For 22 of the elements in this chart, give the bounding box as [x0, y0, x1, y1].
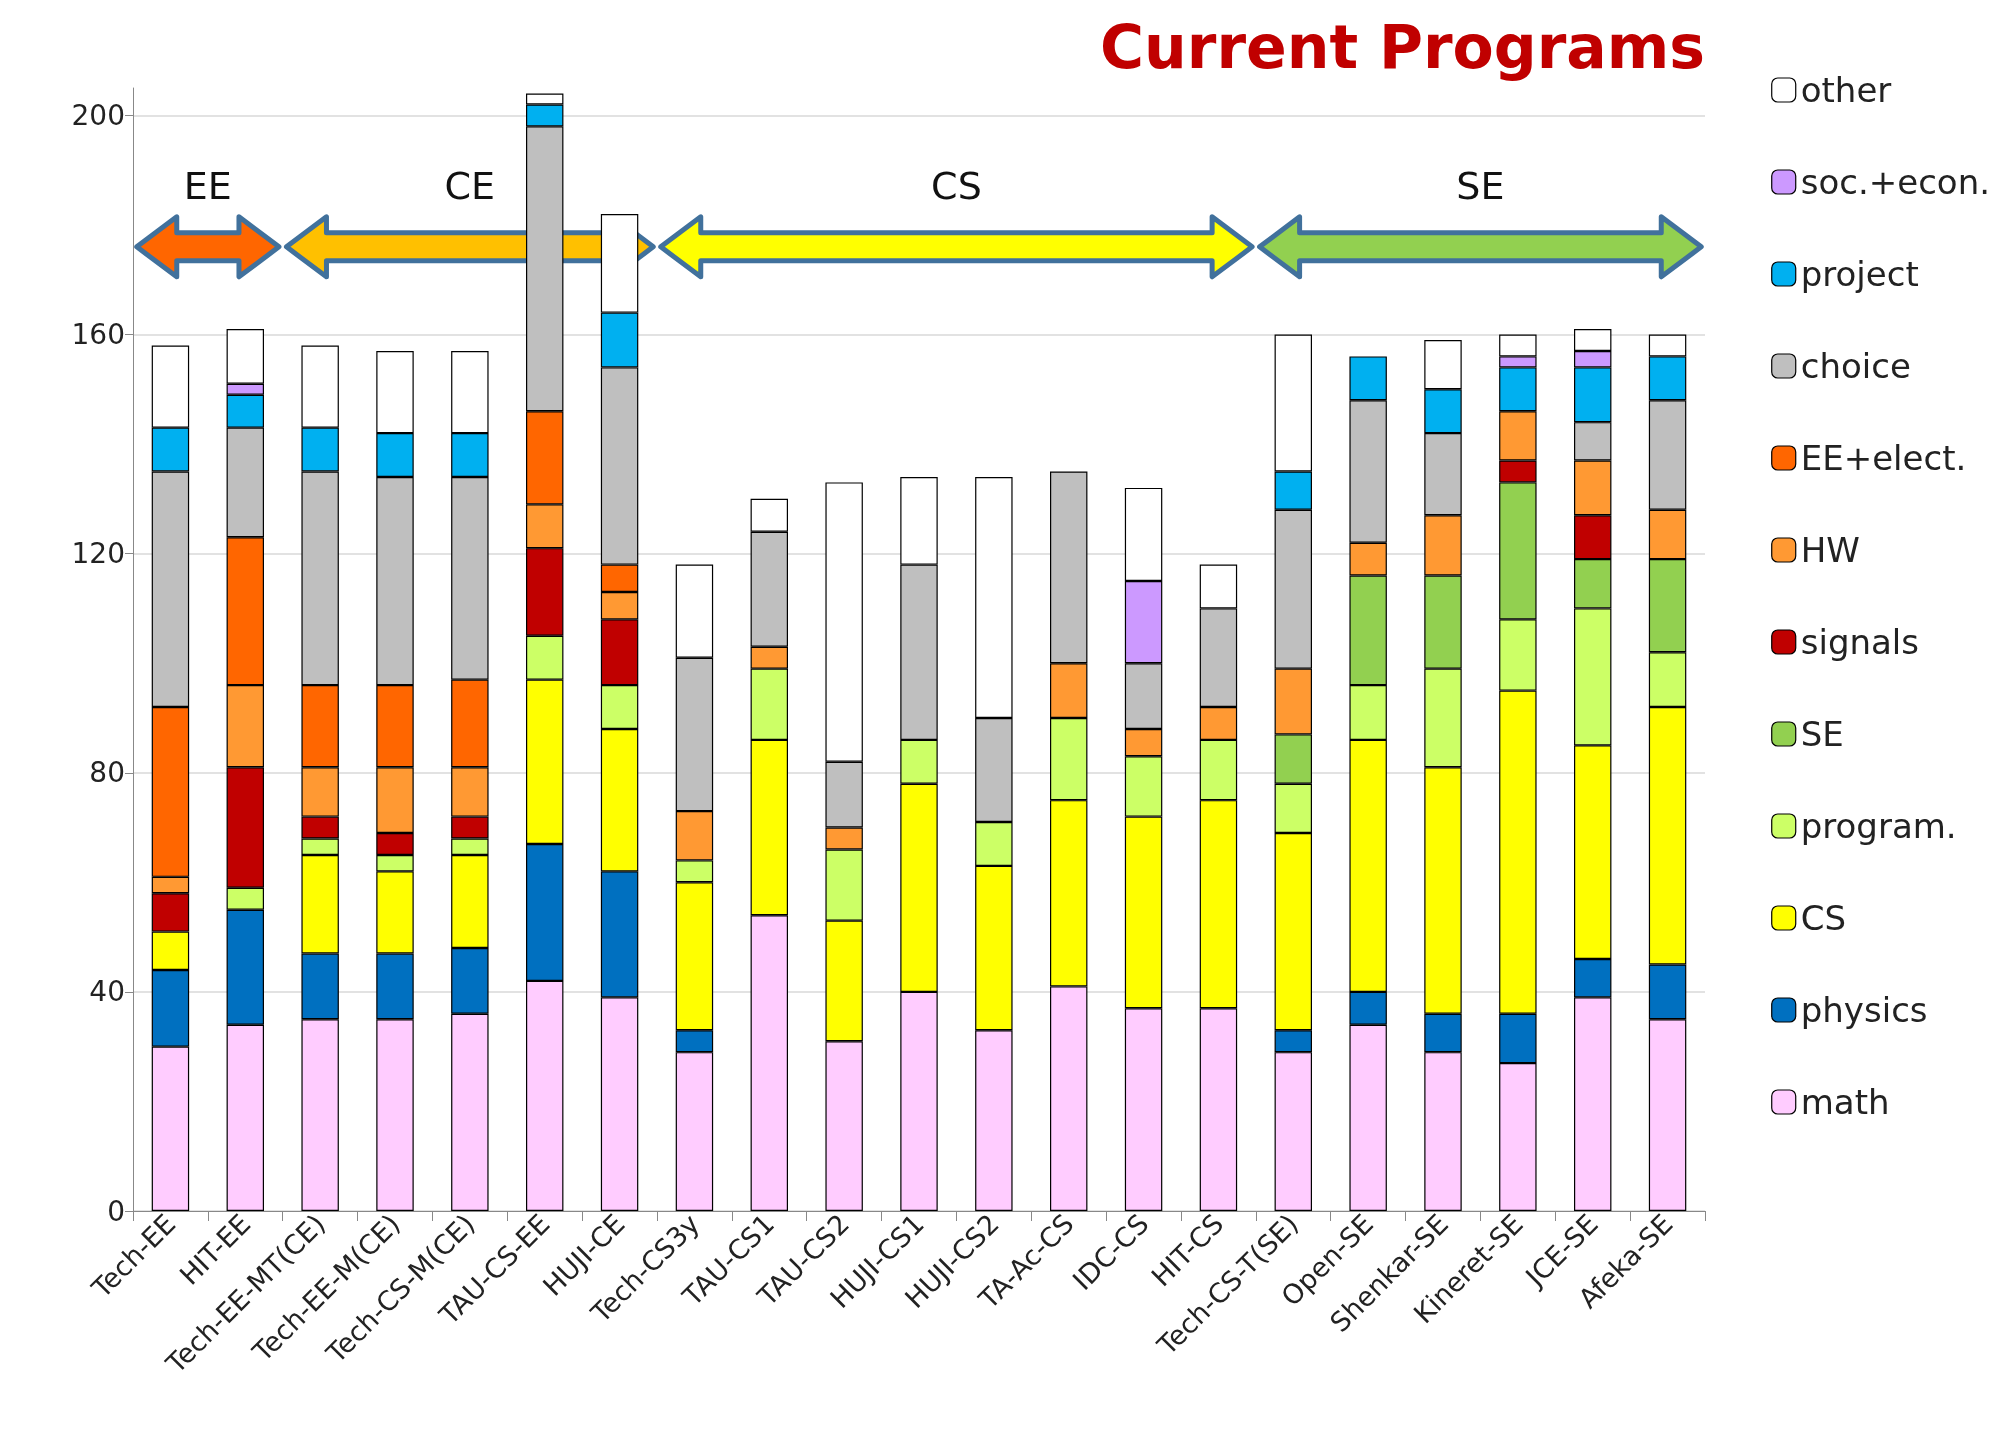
annotation: CE [444, 163, 496, 208]
legend-label: program. [1800, 806, 1957, 846]
legend-label: SE [1800, 714, 1844, 754]
legend-label: EE+elect. [1800, 438, 1967, 478]
y-tick-label: 160 [71, 318, 125, 352]
legend-label: soc.+econ. [1800, 162, 1991, 202]
chart-title: Current Programs [1100, 12, 1705, 82]
y-tick-label: 40 [89, 975, 125, 1009]
y-tick-label: 80 [89, 756, 125, 790]
legend-label: HW [1800, 530, 1860, 570]
legend-label: signals [1800, 622, 1920, 662]
legend-label: project [1800, 254, 1919, 294]
annotation: EE [183, 163, 232, 208]
legend-label: other [1800, 70, 1892, 110]
y-tick-label: 120 [71, 537, 125, 571]
y-tick-label: 200 [71, 98, 125, 132]
annotation: CS [931, 163, 982, 208]
legend-label: CS [1800, 898, 1847, 938]
legend-label: choice [1800, 346, 1911, 386]
legend-label: math [1800, 1082, 1890, 1122]
annotation: SE [1456, 163, 1505, 208]
legend-label: physics [1800, 990, 1928, 1030]
